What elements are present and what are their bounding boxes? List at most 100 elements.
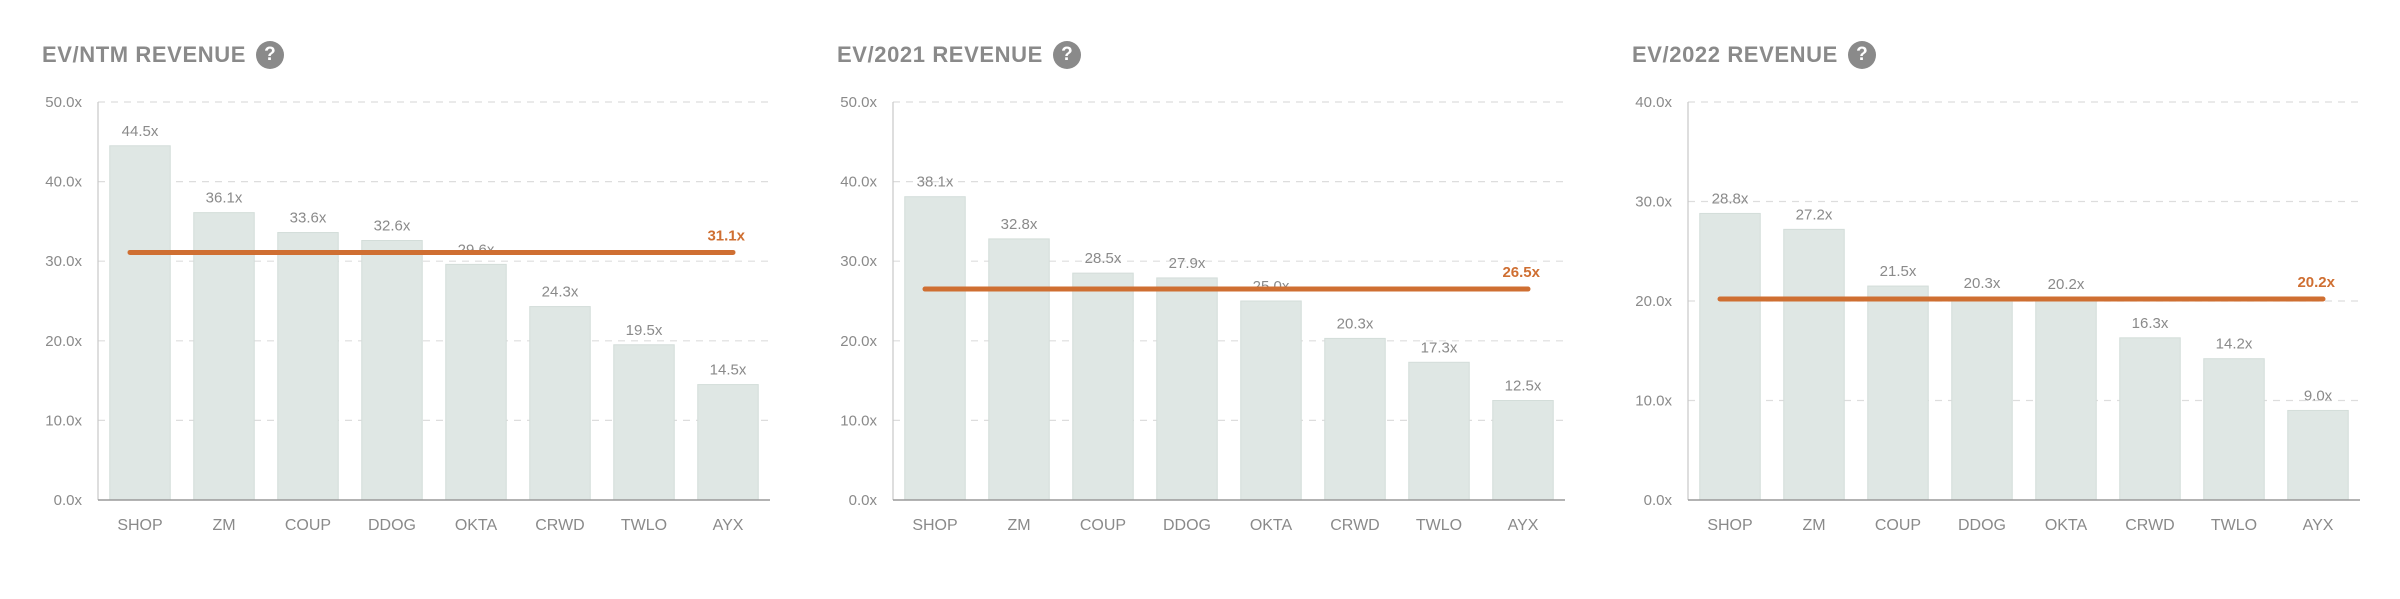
bar-okta [445,263,507,501]
bar-chart-ev-2022-revenue: 0.0x 10.0x 20.0x 30.0x 40.0x 28.8x SHOP 27.2x ZM… [1635,94,2360,534]
y-tick-label: 10.0x [1635,393,1672,410]
bar-coup [1072,272,1134,501]
y-tick-label: 40.0x [1635,94,1672,111]
x-category-label: ZM [1007,517,1030,534]
bar-value-label: 32.8x [1001,216,1038,233]
y-tick-label: 10.0x [45,412,82,429]
bar-chart-ev-ntm-revenue: 0.0x 10.0x 20.0x 30.0x 40.0x 50.0x 44.5x SHOP 36… [45,94,770,534]
x-category-label: DDOG [368,517,416,534]
bar-value-label: 44.5x [122,123,159,140]
bar-value-label: 12.5x [1505,378,1542,395]
panel-header: EV/NTM REVENUE ? [42,38,284,72]
y-tick-label: 30.0x [45,253,82,270]
bar-value-label: 28.5x [1085,250,1122,267]
chart-panel-ev-2022-revenue: EV/2022 REVENUE ? 0.0x 10.0x 20.0x 30.0x 40.… [1590,0,2370,599]
bar-ayx [1492,400,1554,501]
x-category-label: AYX [713,517,744,534]
bar-shop [1699,212,1761,501]
x-category-label: OKTA [455,517,498,534]
x-category-label: CRWD [2125,517,2174,534]
bar-coup [1867,285,1929,501]
y-tick-label: 0.0x [1644,492,1673,509]
x-category-label: SHOP [117,517,162,534]
x-category-label: ZM [1802,517,1825,534]
y-tick-label: 20.0x [45,333,82,350]
bar-value-label: 38.1x [917,174,954,191]
y-tick-label: 20.0x [840,333,877,350]
x-category-label: TWLO [2211,517,2257,534]
x-category-label: TWLO [621,517,667,534]
bar-value-label: 32.6x [374,218,411,235]
y-tick-label: 30.0x [1635,194,1672,211]
x-category-label: ZM [212,517,235,534]
bar-crwd [529,306,591,501]
bar-crwd [1324,337,1386,501]
x-category-label: SHOP [1707,517,1752,534]
bar-chart-ev-2021-revenue: 0.0x 10.0x 20.0x 30.0x 40.0x 50.0x 38.1x SHOP 32… [840,94,1565,534]
bar-ayx [2287,409,2349,501]
y-tick-label: 50.0x [840,94,877,111]
x-category-label: OKTA [2045,517,2088,534]
y-tick-label: 0.0x [849,492,878,509]
x-category-label: AYX [2303,517,2334,534]
bar-value-label: 9.0x [2304,387,2333,404]
bar-ayx [697,384,759,501]
chart-title: EV/NTM REVENUE [42,42,246,67]
bar-value-label: 16.3x [2132,315,2169,332]
bar-value-label: 36.1x [206,190,243,207]
panel-header: EV/2022 REVENUE ? [1632,38,1876,72]
bar-value-label: 20.2x [2048,276,2085,293]
chart-panel-ev-2021-revenue: EV/2021 REVENUE ? 0.0x 10.0x 20.0x 30.0x 40.… [795,0,1575,599]
bar-twlo [2203,358,2265,501]
bar-value-label: 14.5x [710,362,747,379]
bar-zm [1783,228,1845,501]
x-category-label: TWLO [1416,517,1462,534]
x-category-label: OKTA [1250,517,1293,534]
chart-panel-ev-ntm-revenue: EV/NTM REVENUE ? 0.0x 10.0x 20.0x 30.0x 40.0… [0,0,780,599]
y-tick-label: 10.0x [840,412,877,429]
bar-value-label: 29.6x [458,241,495,258]
chart-title: EV/2022 REVENUE [1632,42,1838,67]
x-category-label: AYX [1508,517,1539,534]
bar-value-label: 28.8x [1712,190,1749,207]
x-category-label: SHOP [912,517,957,534]
y-tick-label: 40.0x [45,174,82,191]
x-category-label: DDOG [1163,517,1211,534]
bar-value-label: 14.2x [2216,336,2253,353]
panel-header: EV/2021 REVENUE ? [837,38,1081,72]
average-value-label: 20.2x [2297,274,2335,291]
bar-ddog [361,240,423,501]
bar-value-label: 20.3x [1337,315,1374,332]
y-tick-label: 20.0x [1635,293,1672,310]
bar-crwd [2119,337,2181,501]
question-mark-icon[interactable]: ? [255,41,284,69]
bar-value-label: 21.5x [1880,263,1917,280]
question-mark-icon[interactable]: ? [1847,41,1876,69]
x-category-label: CRWD [1330,517,1379,534]
bar-ddog [1156,277,1218,501]
question-mark-icon[interactable]: ? [1052,41,1081,69]
x-category-label: COUP [1080,517,1126,534]
x-category-label: COUP [285,517,331,534]
bar-twlo [1408,361,1470,501]
x-category-label: DDOG [1958,517,2006,534]
average-value-label: 31.1x [707,227,745,244]
average-value-label: 26.5x [1502,264,1540,281]
bar-shop [904,196,966,501]
chart-title: EV/2021 REVENUE [837,42,1043,67]
bar-value-label: 27.9x [1169,255,1206,272]
bar-twlo [613,344,675,501]
bar-value-label: 25.0x [1253,278,1290,295]
y-tick-label: 0.0x [54,492,83,509]
y-tick-label: 30.0x [840,253,877,270]
x-category-label: CRWD [535,517,584,534]
bar-coup [277,232,339,501]
bar-value-label: 17.3x [1421,339,1458,356]
bar-shop [109,145,171,501]
bar-value-label: 20.3x [1964,275,2001,292]
bar-zm [193,212,255,501]
bar-okta [2035,298,2097,501]
bar-value-label: 27.2x [1796,206,1833,223]
bar-value-label: 24.3x [542,284,579,301]
